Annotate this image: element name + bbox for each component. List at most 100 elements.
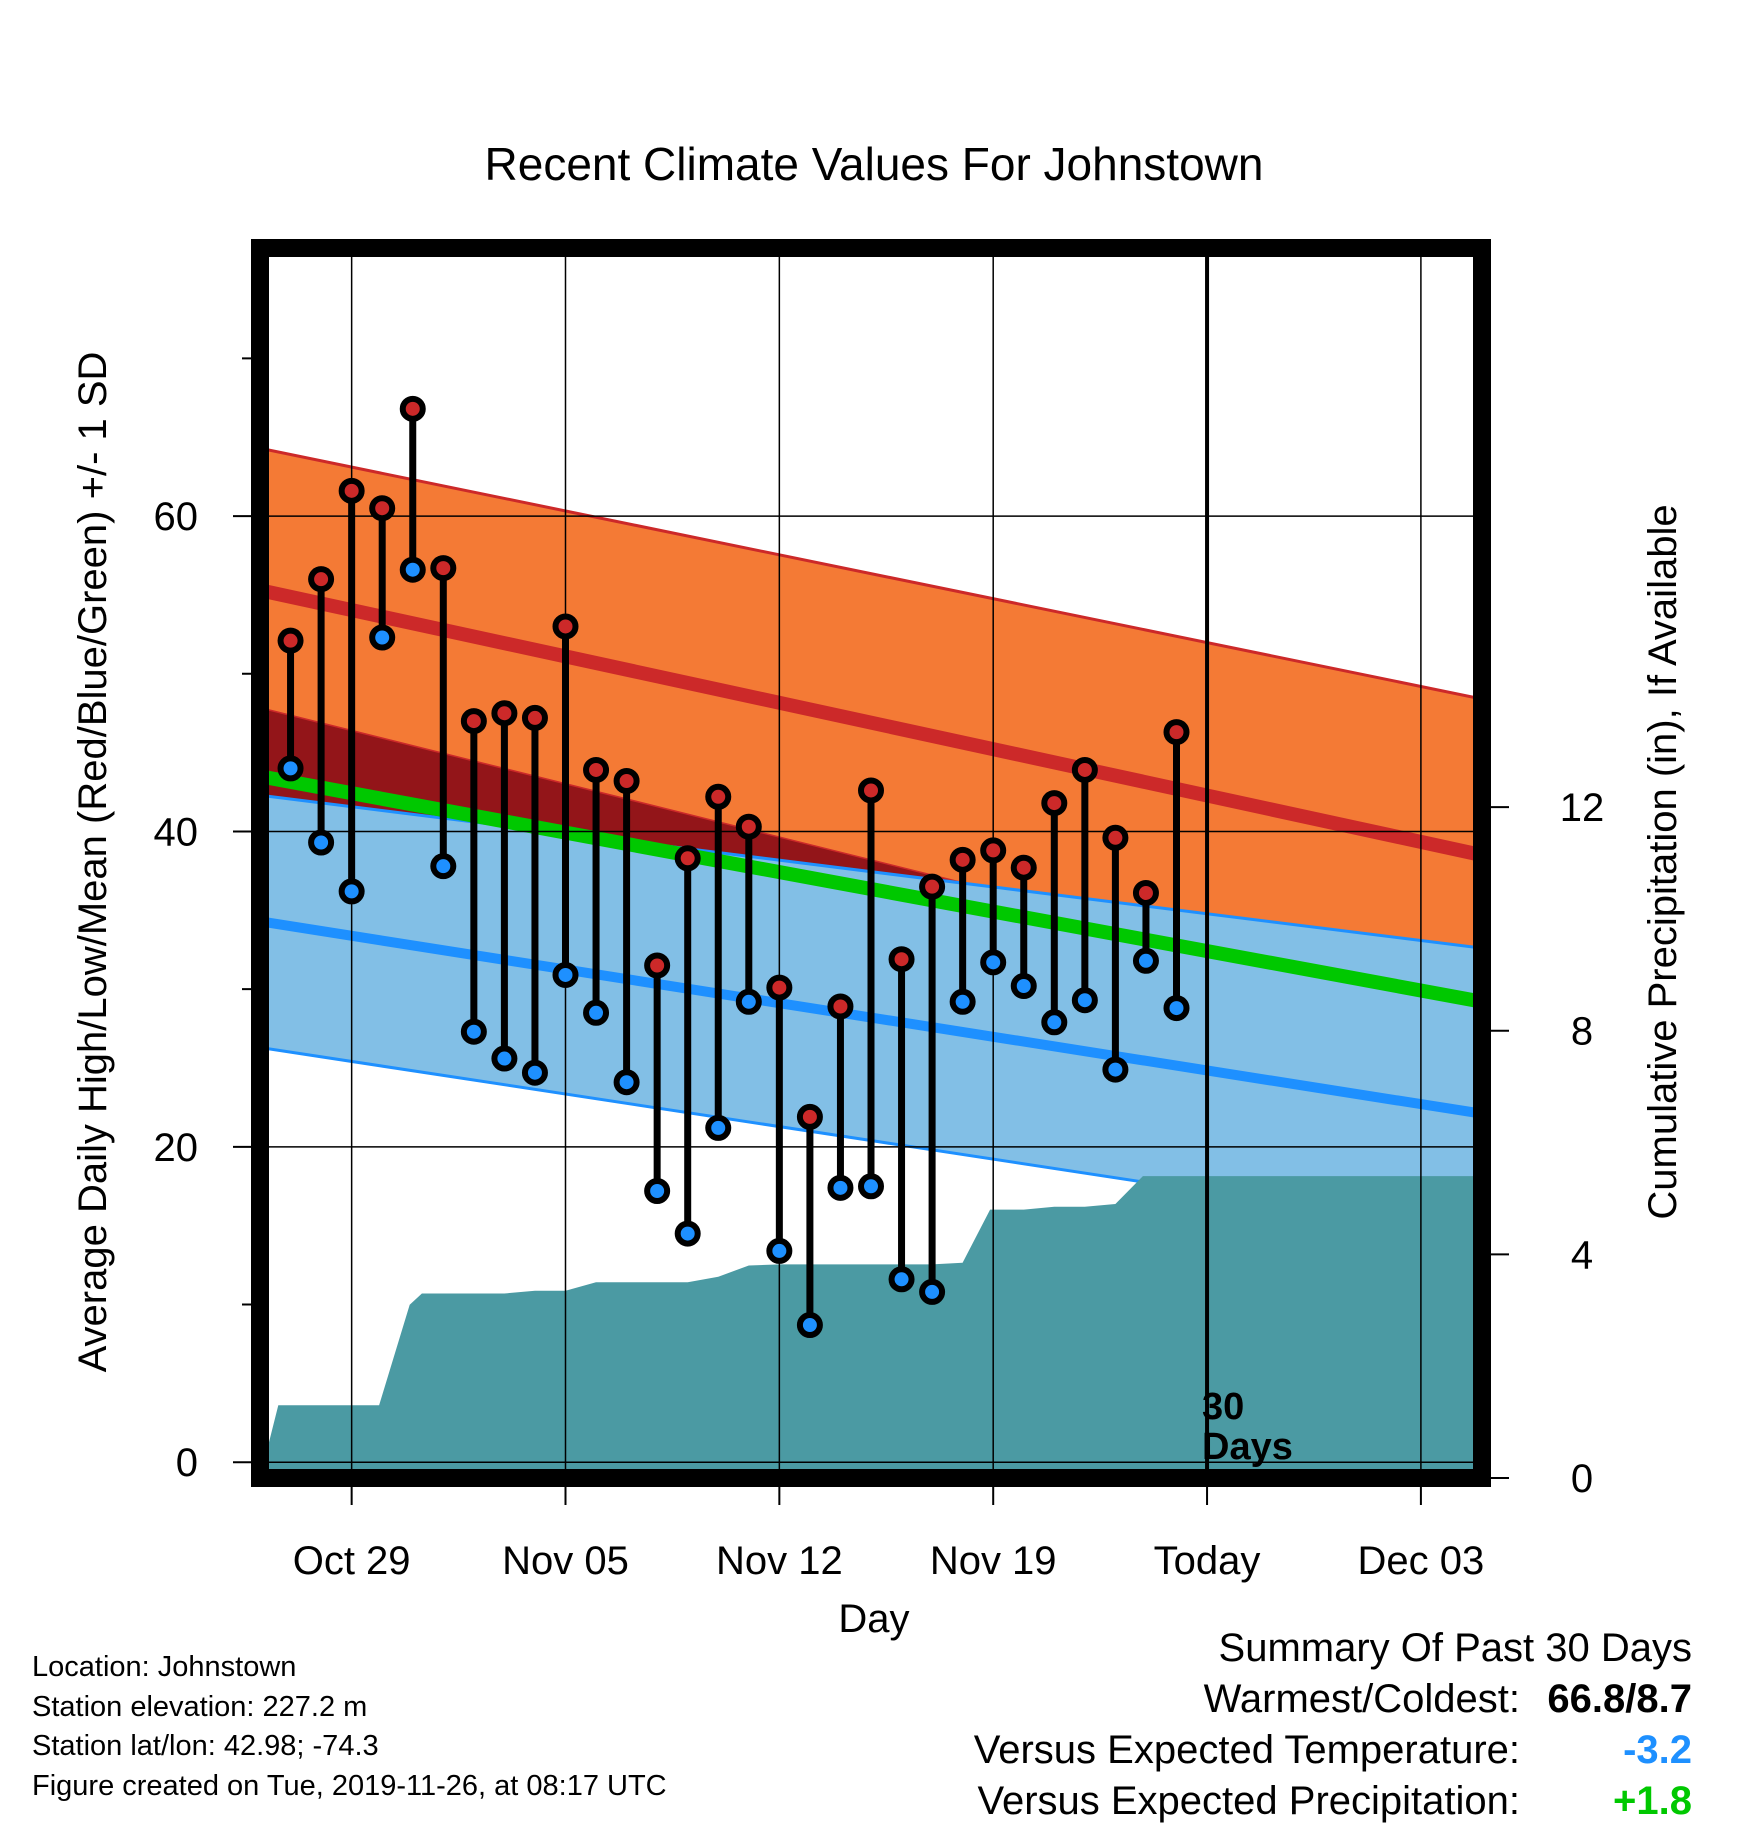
summary-warm-cold: Warmest/Coldest: 66.8/8.7 xyxy=(974,1674,1692,1725)
daily-high-point xyxy=(338,477,365,504)
elevation-text: Station elevation: 227.2 m xyxy=(32,1690,368,1723)
daily-high-point xyxy=(888,946,915,973)
y-axis-label-left: Average Daily High/Low/Mean (Red/Blue/Gr… xyxy=(71,352,115,1373)
daily-low-point xyxy=(949,988,976,1015)
chart-title: Recent Climate Values For Johnstown xyxy=(485,138,1264,190)
daily-high-point xyxy=(1041,790,1068,817)
x-tick-label: Nov 19 xyxy=(930,1539,1057,1583)
daily-low-point xyxy=(308,829,335,856)
plot-frame xyxy=(251,239,1491,1487)
high-band-upper-edge xyxy=(260,446,1482,701)
daily-low-point xyxy=(491,1045,518,1072)
daily-high-point xyxy=(705,783,732,810)
daily-low-point xyxy=(766,1237,793,1264)
today-days-number: 30 xyxy=(1202,1386,1244,1428)
x-tick-label: Nov 05 xyxy=(502,1539,629,1583)
daily-high-point xyxy=(980,837,1007,864)
daily-low-point xyxy=(674,1220,701,1247)
daily-low-point xyxy=(1010,973,1037,999)
daily-low-point xyxy=(644,1178,671,1204)
daily-high-point xyxy=(1132,879,1159,906)
daily-high-point xyxy=(827,993,854,1020)
daily-low-point xyxy=(1132,947,1159,974)
left-tick-label: 0 xyxy=(176,1441,198,1485)
created-text: Figure created on Tue, 2019-11-26, at 08… xyxy=(32,1769,667,1802)
daily-high-point xyxy=(491,700,518,727)
precip-label: Versus Expected Precipitation: xyxy=(977,1779,1520,1823)
daily-low-point xyxy=(1163,995,1190,1022)
daily-low-point xyxy=(613,1069,640,1096)
daily-high-point xyxy=(277,627,304,654)
x-axis-label: Day xyxy=(838,1597,909,1641)
right-tick-label: 12 xyxy=(1560,786,1605,830)
daily-low-point xyxy=(399,556,426,583)
daily-high-point xyxy=(949,846,976,873)
daily-high-point xyxy=(369,495,396,522)
warm-cold-value: 66.8/8.7 xyxy=(1547,1677,1692,1721)
temp-label: Versus Expected Temperature: xyxy=(973,1728,1520,1772)
right-tick-label: 8 xyxy=(1571,1010,1593,1054)
daily-low-point xyxy=(338,878,365,905)
daily-low-point xyxy=(827,1174,854,1201)
latlon-text: Station lat/lon: 42.98; -74.3 xyxy=(32,1730,379,1762)
summary-temperature: Versus Expected Temperature: -3.2 xyxy=(974,1725,1692,1776)
daily-low-point xyxy=(705,1114,732,1141)
daily-low-point xyxy=(277,755,304,782)
daily-low-point xyxy=(888,1266,915,1293)
daily-low-point xyxy=(735,988,762,1015)
summary-panel: Summary Of Past 30 Days Warmest/Coldest:… xyxy=(974,1622,1692,1827)
x-tick-label: Dec 03 xyxy=(1358,1539,1485,1583)
daily-high-point xyxy=(919,873,946,900)
daily-low-point xyxy=(919,1278,946,1305)
warm-cold-label: Warmest/Coldest: xyxy=(1203,1677,1520,1721)
daily-low-point xyxy=(460,1018,487,1045)
daily-high-point xyxy=(858,777,884,804)
cumulative-precip-area xyxy=(260,1176,1482,1478)
right-tick-label: 0 xyxy=(1571,1457,1593,1501)
daily-low-point xyxy=(980,949,1007,976)
x-tick-label: Today xyxy=(1154,1539,1261,1583)
daily-high-point xyxy=(613,768,640,794)
left-tick-label: 60 xyxy=(154,495,199,539)
daily-high-point xyxy=(674,845,701,872)
left-tick-label: 20 xyxy=(154,1126,199,1170)
temp-anomaly-value: -3.2 xyxy=(1623,1728,1692,1772)
daily-low-point xyxy=(1041,1009,1068,1036)
daily-low-point xyxy=(552,961,579,988)
daily-high-point xyxy=(1071,756,1098,783)
daily-low-point xyxy=(430,853,457,880)
location-text: Location: Johnstown xyxy=(32,1651,297,1683)
daily-high-point xyxy=(644,952,671,979)
daily-high-point xyxy=(583,756,610,783)
daily-low-point xyxy=(1102,1056,1129,1083)
x-tick-label: Nov 12 xyxy=(716,1539,843,1583)
daily-high-point xyxy=(796,1103,823,1130)
daily-high-point xyxy=(766,974,793,1001)
summary-title: Summary Of Past 30 Days xyxy=(1218,1626,1692,1670)
summary-precipitation: Versus Expected Precipitation: +1.8 xyxy=(974,1776,1692,1827)
daily-high-point xyxy=(399,395,426,422)
station-info: Location: Johnstown Station elevation: 2… xyxy=(32,1648,667,1806)
left-tick-label: 40 xyxy=(154,810,199,854)
daily-low-point xyxy=(858,1173,884,1200)
daily-low-point xyxy=(583,999,610,1026)
daily-high-point xyxy=(1010,854,1037,881)
daily-high-point xyxy=(308,566,335,593)
daily-high-point xyxy=(1163,719,1190,746)
right-tick-label: 4 xyxy=(1571,1233,1593,1277)
precip-anomaly-value: +1.8 xyxy=(1613,1779,1692,1823)
high-normal-mean-line xyxy=(260,583,1482,862)
daily-high-point xyxy=(735,813,762,840)
daily-high-point xyxy=(521,704,548,731)
daily-low-point xyxy=(521,1059,548,1086)
daily-high-point xyxy=(430,555,457,582)
today-days-word: Days xyxy=(1202,1426,1293,1468)
daily-low-point xyxy=(1071,987,1098,1014)
daily-high-point xyxy=(460,708,487,735)
y-axis-label-right: Cumulative Precipitation (in), If Availa… xyxy=(1641,504,1685,1219)
daily-low-point xyxy=(369,624,396,651)
daily-high-point xyxy=(1102,824,1129,851)
daily-low-point xyxy=(796,1312,823,1339)
x-tick-label: Oct 29 xyxy=(293,1539,411,1583)
